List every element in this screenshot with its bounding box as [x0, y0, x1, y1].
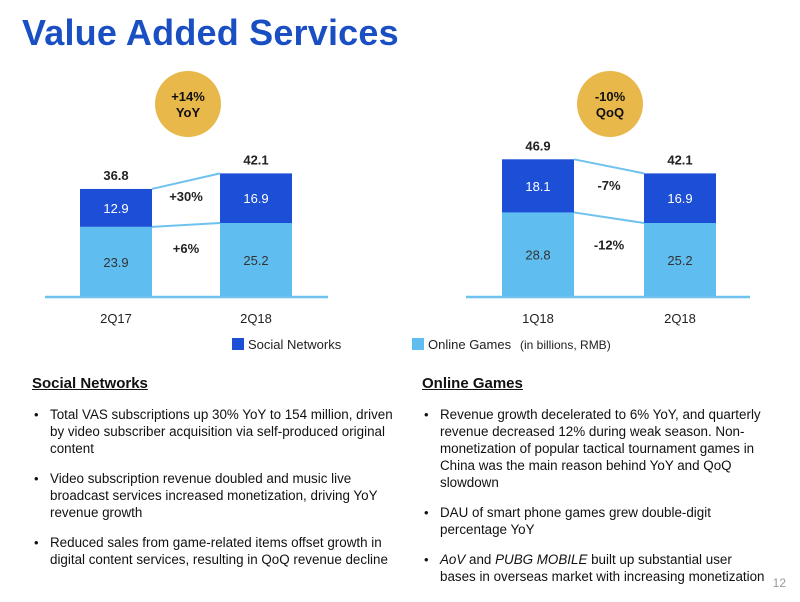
legend-label-social: Social Networks: [248, 337, 342, 352]
badge-value: -10%: [595, 89, 626, 104]
data-label-total: 46.9: [525, 138, 550, 153]
game-title-pubg: PUBG MOBILE: [495, 552, 588, 567]
bar-social-networks: [220, 173, 292, 224]
x-tick-label: 1Q18: [522, 311, 554, 326]
bar-online-games: [80, 226, 152, 297]
change-label-social: -7%: [597, 178, 621, 193]
connector-line-mid: [573, 211, 645, 225]
change-label-online: -12%: [594, 237, 625, 252]
bar-social-networks: [644, 173, 716, 224]
change-label-social: +30%: [169, 189, 203, 204]
unit-note: (in billions, RMB): [520, 338, 611, 352]
online-games-bullets: Revenue growth decelerated to 6% YoY, an…: [422, 406, 767, 585]
change-label-online: +6%: [173, 241, 200, 256]
bullet-text: built up substantial user bases in overs…: [440, 552, 765, 584]
list-item: Total VAS subscriptions up 30% YoY to 15…: [32, 406, 404, 457]
data-label-social: 16.9: [243, 191, 268, 206]
badge-value: +14%: [171, 89, 205, 104]
social-networks-section: Social Networks Total VAS subscriptions …: [32, 375, 404, 581]
data-label-total: 42.1: [243, 152, 268, 167]
list-item: AoV and PUBG MOBILE built up substantial…: [422, 551, 767, 585]
list-item: Revenue growth decelerated to 6% YoY, an…: [422, 406, 767, 491]
badge-period: QoQ: [596, 105, 624, 120]
social-networks-heading: Social Networks: [32, 375, 148, 392]
social-networks-bullets: Total VAS subscriptions up 30% YoY to 15…: [32, 406, 404, 568]
list-item: Reduced sales from game-related items of…: [32, 534, 404, 568]
data-label-online: 23.9: [103, 255, 128, 270]
legend-swatch-social: [232, 338, 244, 350]
connector-line-mid: [151, 222, 221, 228]
data-label-online: 25.2: [667, 253, 692, 268]
data-label-online: 28.8: [525, 248, 550, 263]
list-item: Video subscription revenue doubled and m…: [32, 470, 404, 521]
data-label-total: 42.1: [667, 152, 692, 167]
connector-line-top: [151, 172, 221, 190]
page-title: Value Added Services: [22, 12, 399, 53]
bullet-text: and: [465, 552, 496, 567]
bar-online-games: [220, 223, 292, 297]
data-label-online: 25.2: [243, 253, 268, 268]
list-item: DAU of smart phone games grew double-dig…: [422, 504, 767, 538]
connector-line-top: [573, 158, 645, 175]
page-number: 12: [772, 576, 786, 590]
badge-period: YoY: [176, 105, 201, 120]
bar-social-networks: [80, 188, 152, 227]
data-label-social: 16.9: [667, 191, 692, 206]
online-games-heading: Online Games: [422, 375, 523, 392]
change-badge: [577, 71, 643, 137]
x-tick-label: 2Q17: [100, 311, 132, 326]
legend-label-online: Online Games: [428, 337, 512, 352]
x-tick-label: 2Q18: [240, 311, 272, 326]
data-label-total: 36.8: [103, 168, 128, 183]
data-label-social: 12.9: [103, 201, 128, 216]
legend-swatch-online: [412, 338, 424, 350]
charts-area: 23.9 12.9 36.8 2Q17 25.2 16.9 42.1 2Q18 +30% +6% +…: [45, 71, 750, 352]
x-tick-label: 2Q18: [664, 311, 696, 326]
bar-online-games: [502, 212, 574, 297]
change-badge: [155, 71, 221, 137]
bar-social-networks: [502, 159, 574, 213]
data-label-social: 18.1: [525, 179, 550, 194]
bar-online-games: [644, 223, 716, 297]
online-games-section: Online Games Revenue growth decelerated …: [422, 375, 767, 598]
game-title-aov: AoV: [440, 552, 466, 567]
